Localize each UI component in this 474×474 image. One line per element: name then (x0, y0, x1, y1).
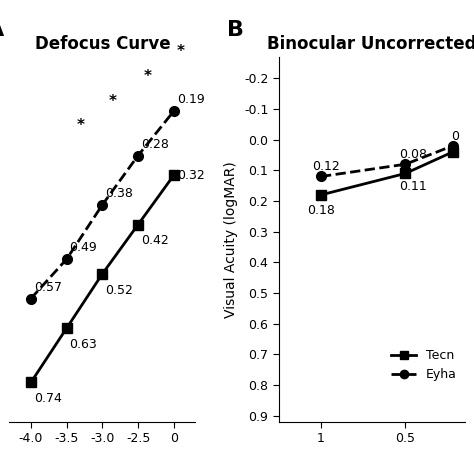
Title: Binocular Uncorrected: Binocular Uncorrected (267, 35, 474, 53)
Legend: Tecn, Eyha: Tecn, Eyha (386, 344, 462, 386)
Text: 0.38: 0.38 (105, 187, 133, 200)
Text: 0: 0 (451, 130, 459, 143)
Text: 0.18: 0.18 (307, 204, 335, 217)
Title: Defocus Curve: Defocus Curve (35, 35, 170, 53)
Text: 0.74: 0.74 (34, 392, 62, 405)
Text: B: B (227, 20, 244, 40)
Text: 0.32: 0.32 (177, 169, 204, 182)
Text: *: * (177, 45, 185, 59)
Text: 0.57: 0.57 (34, 281, 62, 293)
Text: 0.63: 0.63 (70, 338, 97, 351)
Text: 0.52: 0.52 (105, 284, 133, 297)
Text: 0.49: 0.49 (70, 241, 97, 254)
Text: 0.19: 0.19 (177, 93, 204, 106)
Text: *: * (143, 69, 151, 84)
Text: 0.28: 0.28 (141, 137, 169, 151)
Y-axis label: Visual Acuity (logMAR): Visual Acuity (logMAR) (225, 161, 238, 318)
Text: *: * (109, 94, 117, 109)
Text: *: * (77, 118, 85, 133)
Text: 0.08: 0.08 (399, 148, 427, 161)
Text: 0.11: 0.11 (399, 180, 427, 192)
Text: A: A (0, 20, 4, 40)
Text: 0.42: 0.42 (141, 235, 169, 247)
Text: 0.12: 0.12 (312, 160, 340, 173)
